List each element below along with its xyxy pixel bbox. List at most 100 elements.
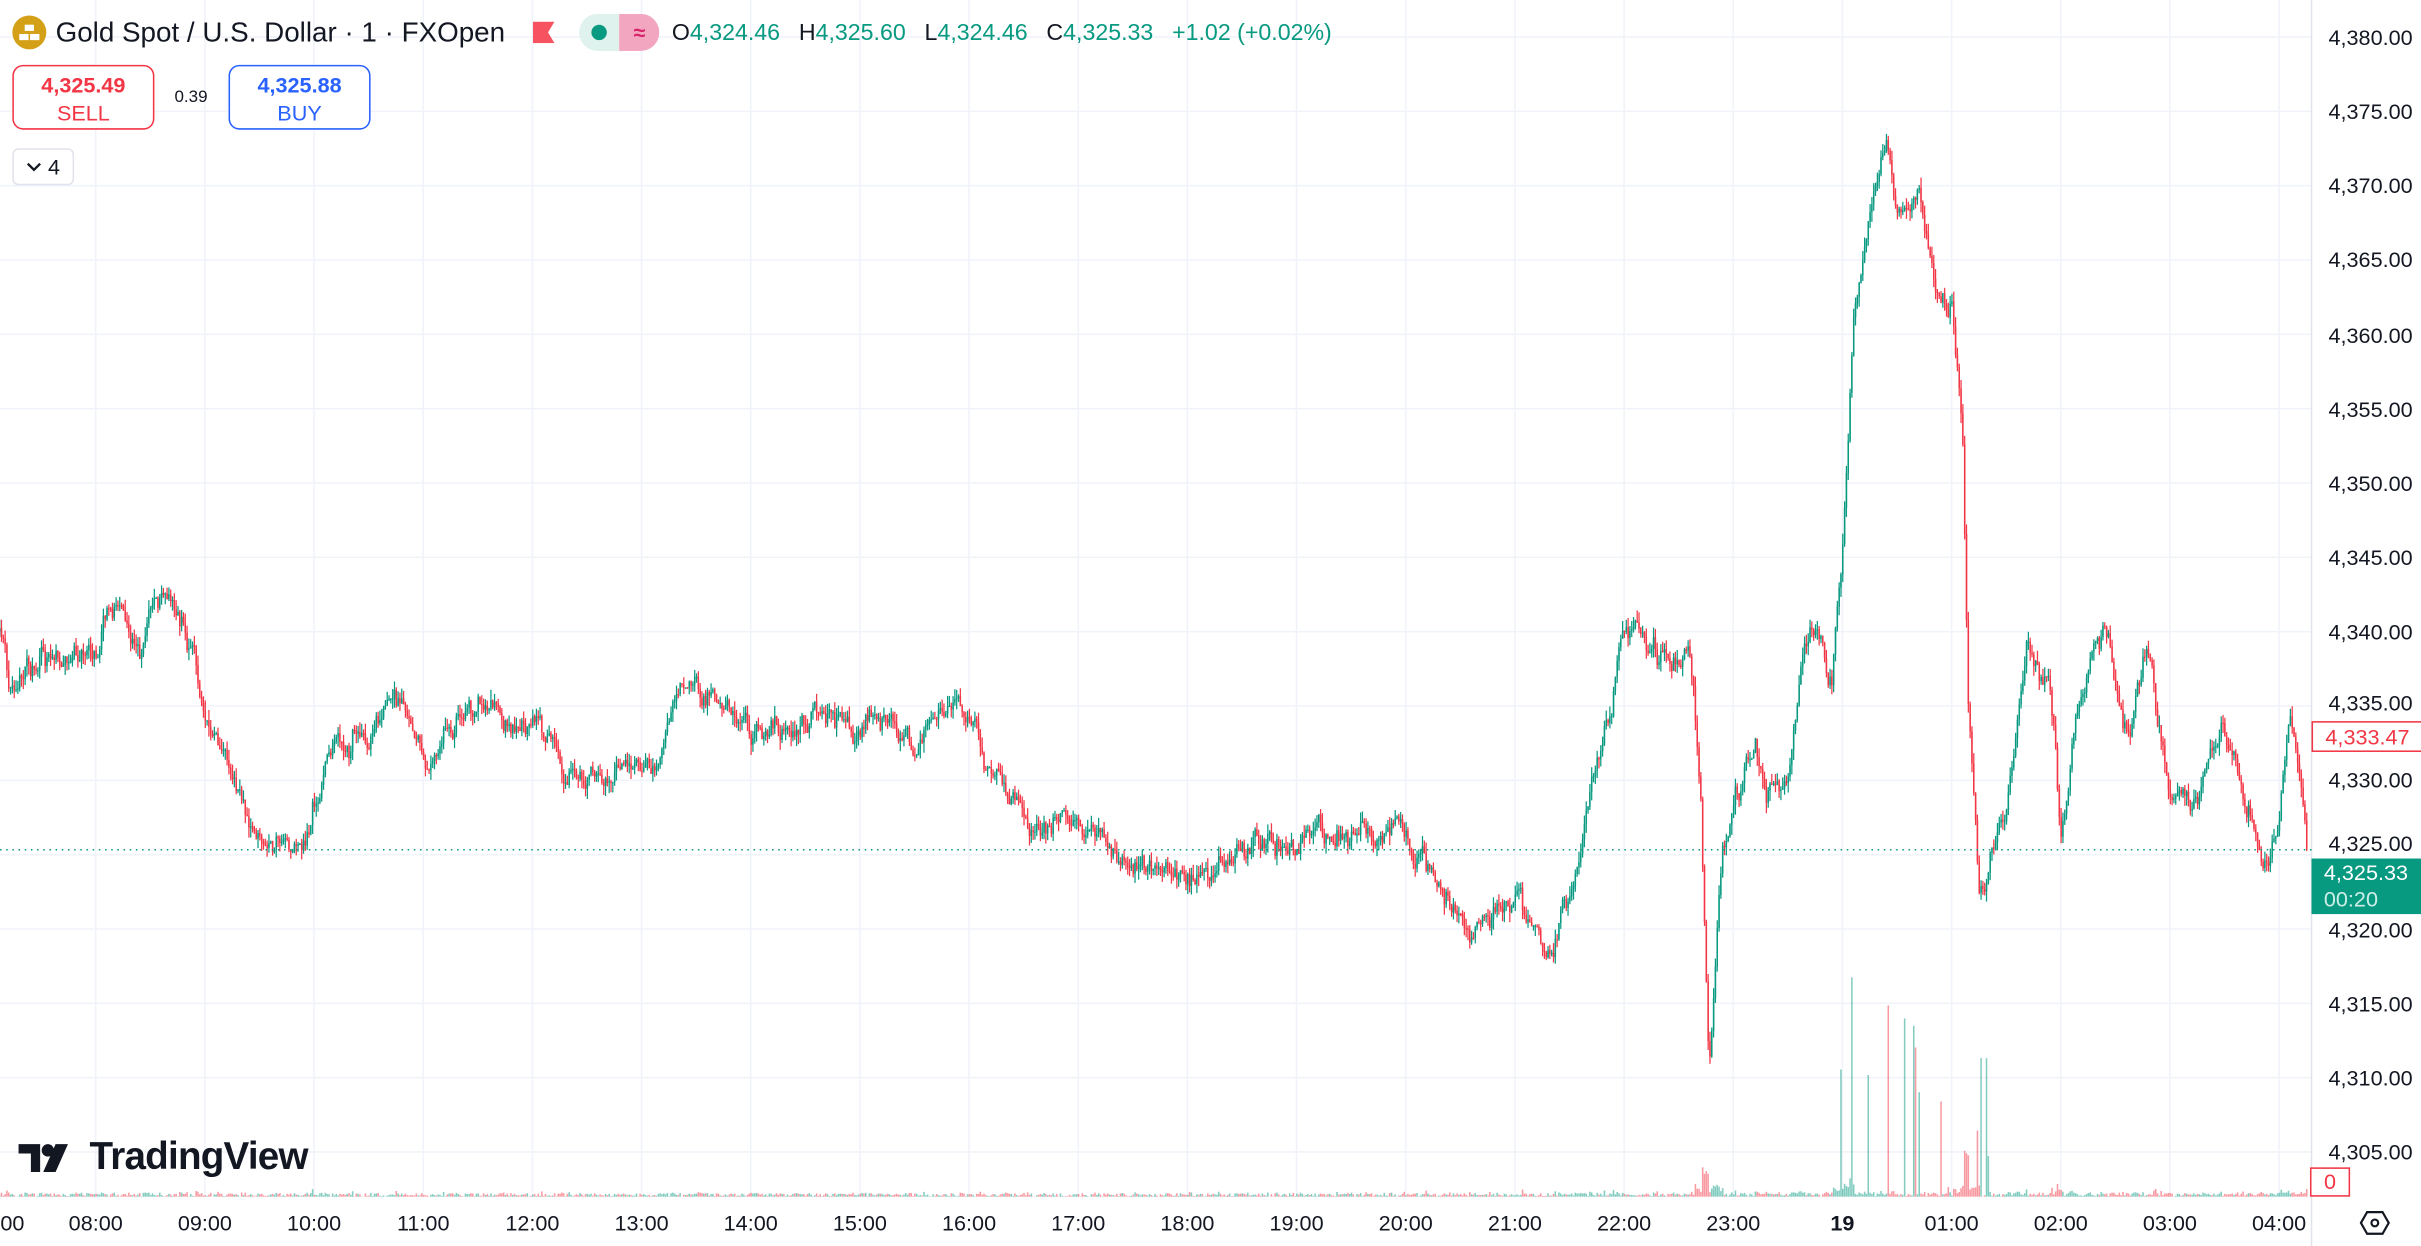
volume-bar xyxy=(1823,1193,1826,1197)
flag-icon[interactable] xyxy=(532,21,555,44)
volume-bar xyxy=(335,1193,338,1197)
volume-bar xyxy=(260,1193,263,1197)
candle-body xyxy=(528,724,530,728)
candle-body xyxy=(626,759,629,767)
candle-body xyxy=(834,712,836,728)
candle-body xyxy=(979,733,982,747)
candle-body xyxy=(2191,808,2193,811)
volume-bar xyxy=(715,1193,718,1197)
time-tick-label: 14:00 xyxy=(723,1210,778,1236)
candle-body xyxy=(1421,846,1424,854)
volume-bar xyxy=(370,1192,372,1197)
candle-body xyxy=(1523,909,1526,915)
volume-bar xyxy=(582,1196,585,1197)
candle-body xyxy=(1596,757,1598,771)
volume-bar xyxy=(2096,1193,2099,1197)
candle-body xyxy=(1225,861,1227,867)
volume-bar xyxy=(1567,1194,1569,1197)
last-price-value: 4,325.33 xyxy=(2323,860,2409,885)
volume-bar xyxy=(966,1194,969,1197)
volume-bar xyxy=(448,1193,450,1197)
volume-bar xyxy=(559,1193,561,1197)
candle-body xyxy=(2073,733,2075,745)
volume-bar xyxy=(1812,1195,1815,1197)
volume-bar xyxy=(324,1192,327,1197)
volume-bar xyxy=(850,1194,852,1197)
candle-body xyxy=(821,711,823,714)
volume-bar xyxy=(1219,1193,1222,1197)
volume-bar xyxy=(1328,1193,1331,1197)
volume-bar xyxy=(2094,1196,2097,1197)
sell-button[interactable]: 4,325.49 SELL xyxy=(12,64,155,130)
candle-body xyxy=(724,705,727,710)
volume-bar xyxy=(1849,1178,1851,1197)
volume-bar xyxy=(963,1193,965,1197)
volume-bar xyxy=(1838,1190,1840,1197)
candle-body xyxy=(1379,836,1382,840)
volume-bar xyxy=(848,1193,851,1197)
candle-body xyxy=(1014,792,1016,801)
candle-body xyxy=(1476,921,1478,928)
candle-body xyxy=(810,711,812,725)
candle-body xyxy=(552,736,554,739)
candle-body xyxy=(739,722,741,724)
candle-body xyxy=(615,764,618,772)
volume-bar xyxy=(2200,1195,2202,1197)
candle-body xyxy=(1181,870,1184,873)
candle-body xyxy=(1600,750,1602,760)
volume-bar xyxy=(1308,1195,1311,1197)
volume-bar xyxy=(2176,1193,2179,1197)
indicators-toggle-button[interactable]: 4 xyxy=(12,148,75,186)
volume-bar xyxy=(1912,1025,1915,1197)
volume-bar xyxy=(1390,1192,1393,1197)
candle-body xyxy=(1876,181,1879,186)
candle-body xyxy=(1905,207,1908,210)
candle-body xyxy=(129,631,132,644)
volume-bar xyxy=(1359,1192,1362,1197)
candle-body xyxy=(1629,630,1631,639)
volume-bar xyxy=(226,1194,228,1197)
volume-bar xyxy=(573,1195,576,1197)
candle-body xyxy=(1083,834,1085,838)
volume-bar xyxy=(1787,1195,1789,1197)
delayed-data-icon: ≈ xyxy=(619,13,660,51)
volume-bar xyxy=(1394,1194,1396,1197)
candle-body xyxy=(506,720,509,727)
candle-body xyxy=(1318,814,1320,823)
volume-bar xyxy=(317,1195,319,1197)
candle-body xyxy=(795,729,798,737)
buy-button[interactable]: 4,325.88 BUY xyxy=(228,64,371,130)
symbol-title[interactable]: Gold Spot / U.S. Dollar · 1 · FXOpen xyxy=(55,16,506,48)
candle-body xyxy=(1350,831,1353,841)
volume-bar xyxy=(493,1194,496,1197)
volume-bar xyxy=(965,1196,967,1197)
volume-bar xyxy=(886,1193,889,1197)
tradingview-logo[interactable]: TradingView xyxy=(18,1135,309,1180)
candle-body xyxy=(251,826,254,830)
candle-body xyxy=(459,713,461,718)
volume-bar xyxy=(13,1195,15,1197)
volume-bar xyxy=(1572,1195,1575,1197)
candle-body xyxy=(2158,725,2161,727)
candle-body xyxy=(1256,829,1258,836)
volume-bar xyxy=(18,1194,21,1197)
candle-body xyxy=(2009,775,2011,793)
volume-bar xyxy=(877,1193,880,1197)
volume-bar xyxy=(1807,1193,1809,1197)
time-tick-label: 20:00 xyxy=(1378,1210,1433,1236)
candle-body xyxy=(326,754,328,762)
chart-settings-icon[interactable] xyxy=(2359,1209,2390,1237)
candle-body xyxy=(2109,633,2112,647)
volume-bar xyxy=(1432,1194,1435,1197)
volume-bar xyxy=(1752,1195,1755,1197)
market-status-pill[interactable]: ≈ xyxy=(579,13,660,51)
candle-body xyxy=(435,754,438,757)
volume-bar xyxy=(1228,1193,1231,1197)
candle-body xyxy=(2104,625,2106,627)
candle-body xyxy=(2300,773,2303,788)
candle-body xyxy=(925,725,927,730)
volume-bar xyxy=(1288,1193,1291,1197)
candle-body xyxy=(768,734,771,737)
candle-body xyxy=(2065,800,2068,814)
